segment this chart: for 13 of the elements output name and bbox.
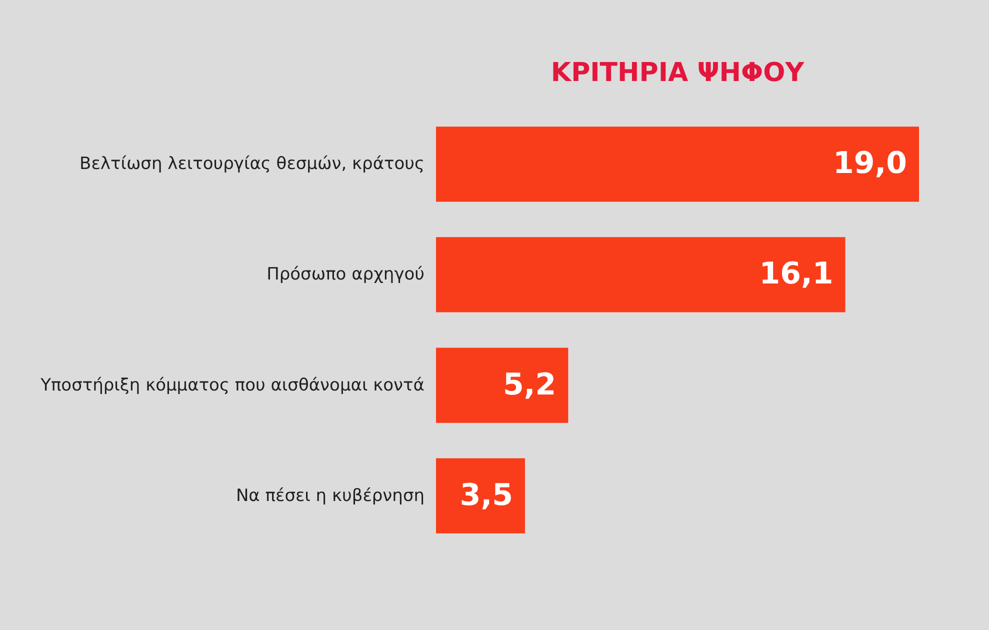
data-label: 5,2 <box>503 367 556 402</box>
data-label: 19,0 <box>832 146 907 182</box>
bar <box>436 348 568 423</box>
y-tick-label: Βελτίωση λειτουργίας θεσμών, κράτους <box>80 154 424 174</box>
bar <box>436 126 919 202</box>
data-label: 3,5 <box>460 478 513 513</box>
y-tick-label: Πρόσωπο αρχηγού <box>266 264 424 285</box>
chart-title: ΚΡΙΤΗΡΙΑ ΨΗΦΟΥ <box>550 58 806 88</box>
data-label: 16,1 <box>759 256 834 292</box>
bar <box>436 237 846 312</box>
bar <box>436 458 525 534</box>
y-tick-label: Υποστήριξη κόμματος που αισθάνομαι κοντά <box>40 375 424 396</box>
y-tick-label: Να πέσει η κυβέρνηση <box>236 486 424 506</box>
